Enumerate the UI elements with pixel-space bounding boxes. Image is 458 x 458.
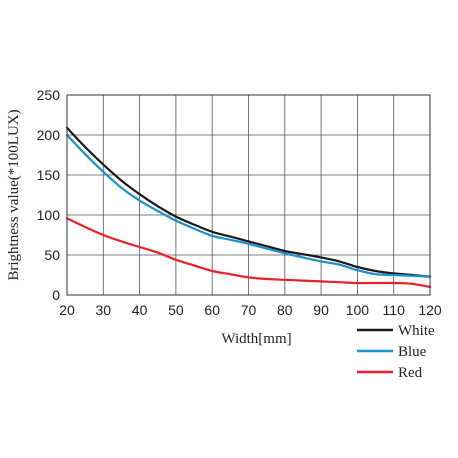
y-tick-label: 200 bbox=[37, 127, 61, 143]
series-line-red bbox=[65, 217, 432, 289]
plot-border bbox=[66, 94, 431, 296]
legend: White Blue Red bbox=[357, 323, 435, 381]
x-tick-label: 90 bbox=[313, 302, 329, 318]
series-line-white bbox=[65, 126, 432, 278]
y-tick-label: 50 bbox=[44, 247, 60, 263]
legend-label-blue: Blue bbox=[398, 344, 427, 360]
grid-lines bbox=[66, 94, 431, 296]
series-lines bbox=[65, 126, 432, 289]
series-line-blue bbox=[65, 133, 432, 278]
x-tick-label: 40 bbox=[132, 302, 148, 318]
y-tick-label: 150 bbox=[37, 167, 61, 183]
y-tick-label: 0 bbox=[52, 287, 60, 303]
y-tick-label: 100 bbox=[37, 207, 61, 223]
x-tick-label: 20 bbox=[59, 302, 75, 318]
x-tick-label: 120 bbox=[418, 302, 442, 318]
x-tick-label: 110 bbox=[383, 302, 406, 318]
y-tick-label: 250 bbox=[37, 87, 61, 103]
y-axis-title: Brightness value(*100LUX) bbox=[6, 109, 22, 280]
x-tick-label: 70 bbox=[241, 302, 257, 318]
x-tick-labels: 20 30 40 50 60 70 80 90 100 110 120 bbox=[59, 302, 442, 318]
x-tick-label: 30 bbox=[96, 302, 112, 318]
x-axis-title: Width[mm] bbox=[221, 331, 291, 347]
x-tick-label: 50 bbox=[168, 302, 184, 318]
x-tick-label: 80 bbox=[277, 302, 293, 318]
legend-label-red: Red bbox=[398, 365, 423, 381]
x-tick-label: 60 bbox=[204, 302, 220, 318]
y-tick-labels: 0 50 100 150 200 250 bbox=[37, 87, 61, 303]
x-tick-label: 100 bbox=[346, 302, 370, 318]
legend-label-white: White bbox=[398, 323, 435, 339]
